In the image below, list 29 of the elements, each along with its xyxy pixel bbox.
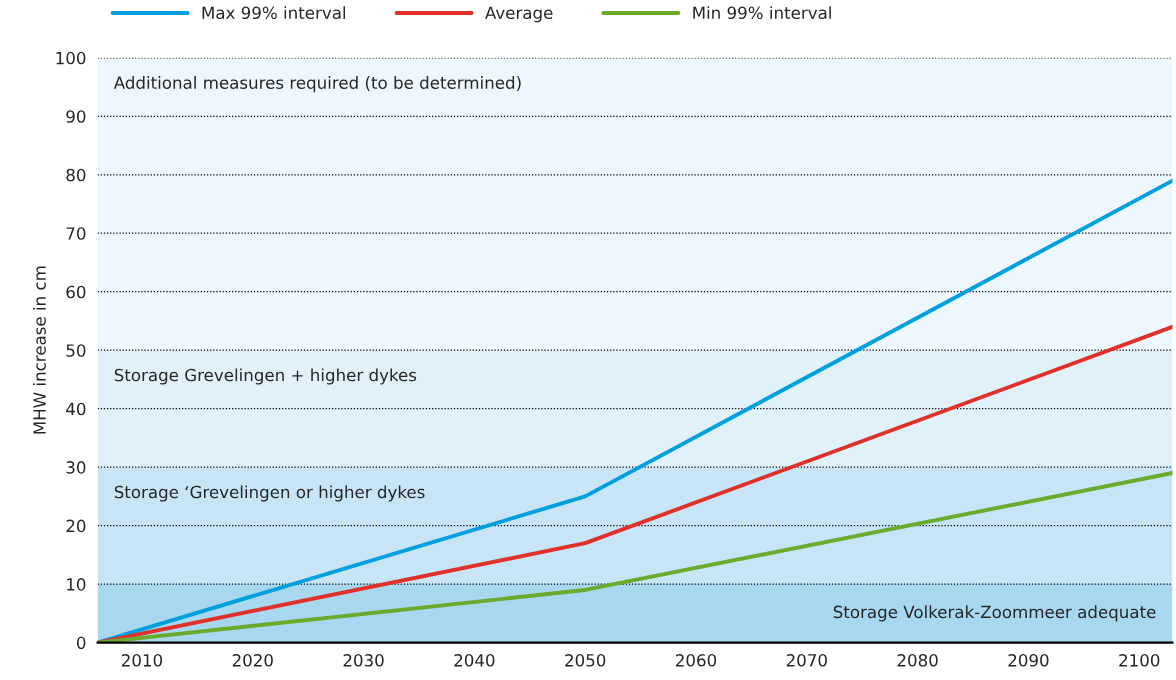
legend-label: Min 99% interval — [693, 6, 831, 20]
band-label: Storage Volkerak-Zoommeer adequate — [833, 605, 1156, 622]
y-tick-label: 30 — [66, 461, 86, 474]
y-tick-label: 0 — [76, 636, 86, 650]
x-tick-label: 2080 — [897, 654, 938, 667]
y-axis-title: MHW increase in cm — [33, 266, 46, 434]
y-tick-label: 40 — [66, 402, 86, 416]
band-label: Additional measures required (to be determined) — [113, 76, 521, 93]
y-tick-label: 60 — [66, 285, 86, 299]
x-tick-label: 2030 — [343, 654, 384, 667]
x-tick-label: 2100 — [1119, 654, 1160, 667]
x-tick-label: 2020 — [232, 654, 273, 667]
x-tick-label: 2050 — [565, 654, 606, 667]
y-tick-label: 100 — [56, 51, 86, 65]
x-tick-label: 2060 — [676, 654, 717, 667]
y-tick-label: 20 — [66, 519, 86, 533]
y-tick-label: 50 — [66, 344, 86, 357]
legend-label: Average — [485, 6, 553, 23]
y-tick-label: 10 — [67, 578, 86, 591]
x-tick-label: 2090 — [1008, 654, 1049, 667]
y-tick-label: 70 — [66, 227, 86, 240]
band-label: Storage ‘Grevelingen or higher dykes — [114, 485, 425, 502]
x-tick-label: 2070 — [786, 654, 827, 667]
y-tick-label: 90 — [66, 110, 86, 123]
y-tick-label: 80 — [66, 168, 86, 182]
legend-label: Max 99% interval — [202, 6, 346, 20]
x-tick-label: 2010 — [121, 654, 163, 667]
x-tick-label: 2040 — [454, 654, 495, 667]
band-label: Storage Grevelingen + higher dykes — [114, 368, 417, 385]
